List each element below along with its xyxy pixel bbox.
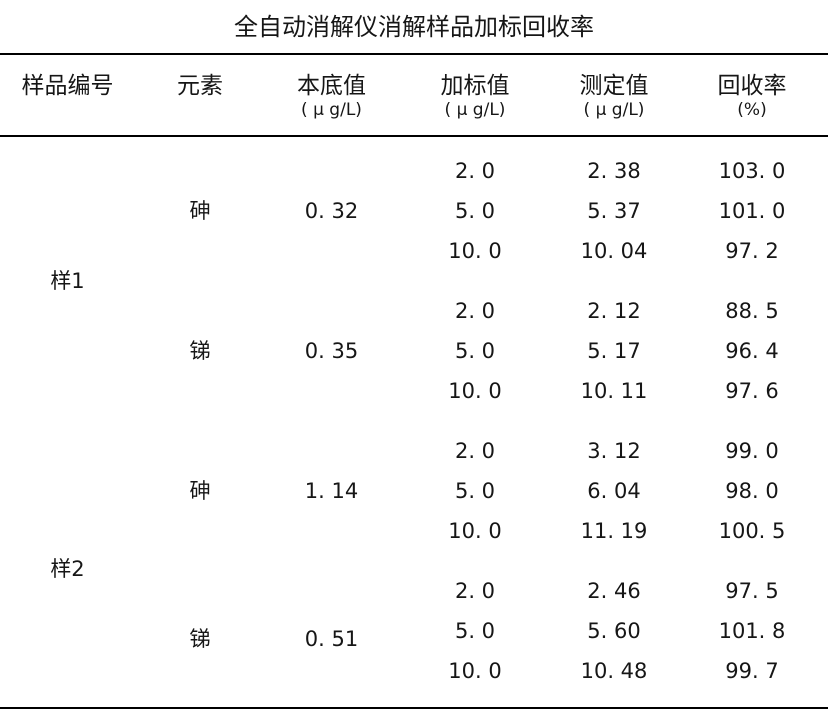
spiked-value-cell: 10. 0 [448, 659, 502, 683]
spiked-value-cell: 10. 0 [448, 379, 502, 403]
recovery-rate-cell: 101. 8 [718, 619, 786, 643]
sample-id-cell: 样2 [50, 557, 85, 581]
col-header-recovery-rate: 回收率 (%) [676, 54, 828, 137]
element-cell: 锑 [189, 339, 211, 363]
recovery-rate-cell: 97. 6 [725, 379, 779, 403]
spiked-value-cell: 5. 0 [454, 339, 496, 363]
recovery-table: 样品编号 元素 本底值 ( μ g/L) 加标值 ( μ g/L) 测定值 ( … [0, 53, 828, 709]
measured-value-cell: 2. 12 [587, 299, 641, 323]
recovery-rate-cell: 96. 4 [725, 339, 779, 363]
col-header-label: 加标值 [440, 73, 510, 99]
table-row: 样1 砷 0. 32 2. 0 2. 38 103. 0 [0, 136, 828, 293]
measured-value-cell: 5. 37 [587, 199, 641, 223]
table-row: 10. 0 10. 11 97. 6 [0, 371, 828, 411]
col-header-spiked-value: 加标值 ( μ g/L) [398, 54, 552, 137]
col-header-element: 元素 [135, 54, 265, 137]
table-body: 样1 砷 0. 32 2. 0 2. 38 103. 0 5. 0 5. 37 … [0, 136, 828, 708]
recovery-rate-cell: 100. 5 [718, 519, 786, 543]
spiked-value-cell: 2. 0 [454, 299, 496, 323]
col-header-measured-value: 测定值 ( μ g/L) [552, 54, 676, 137]
spiked-value-cell: 10. 0 [448, 519, 502, 543]
col-header-unit: ( μ g/L) [301, 100, 362, 120]
table-title: 全自动消解仪消解样品加标回收率 [234, 13, 594, 41]
table-row: 10. 0 10. 04 97. 2 [0, 231, 828, 271]
spiked-value-cell: 5. 0 [454, 619, 496, 643]
background-value-cell: 1. 14 [304, 479, 359, 503]
recovery-rate-cell: 103. 0 [718, 159, 786, 183]
table-row: 5. 0 5. 17 96. 4 [0, 331, 828, 371]
table-row: 5. 0 6. 04 98. 0 [0, 471, 828, 511]
col-header-unit: ( μ g/L) [583, 100, 645, 120]
col-header-label: 回收率 [717, 73, 787, 99]
col-header-sample-id: 样品编号 [0, 54, 135, 137]
recovery-rate-cell: 99. 7 [725, 659, 779, 683]
recovery-rate-cell: 97. 2 [725, 239, 779, 263]
measured-value-cell: 3. 12 [587, 439, 641, 463]
table-row: 锑 0. 35 2. 0 2. 12 88. 5 [0, 271, 828, 363]
table-row: 锑 0. 51 2. 0 2. 46 97. 5 [0, 551, 828, 651]
measured-value-cell: 2. 38 [587, 159, 641, 183]
recovery-rate-cell: 99. 0 [725, 439, 779, 463]
measured-value-cell: 10. 11 [580, 379, 648, 403]
element-cell: 砷 [189, 479, 211, 503]
recovery-rate-cell: 101. 0 [718, 199, 786, 223]
measured-value-cell: 5. 17 [587, 339, 641, 363]
measured-value-cell: 10. 04 [580, 239, 648, 263]
recovery-rate-cell: 98. 0 [725, 479, 779, 503]
spiked-value-cell: 2. 0 [454, 439, 496, 463]
spiked-value-cell: 10. 0 [448, 239, 502, 263]
background-value-cell: 0. 32 [304, 199, 359, 223]
col-header-label: 元素 [177, 73, 223, 99]
table-row: 5. 0 5. 60 101. 8 [0, 611, 828, 651]
table-row: 5. 0 5. 37 101. 0 [0, 191, 828, 231]
recovery-rate-cell: 97. 5 [725, 579, 779, 603]
col-header-background-value: 本底值 ( μ g/L) [265, 54, 398, 137]
background-value-cell: 0. 35 [304, 339, 359, 363]
measured-value-cell: 11. 19 [580, 519, 648, 543]
header-row: 样品编号 元素 本底值 ( μ g/L) 加标值 ( μ g/L) 测定值 ( … [0, 54, 828, 137]
sample-id-cell: 样1 [50, 269, 85, 293]
table-header: 样品编号 元素 本底值 ( μ g/L) 加标值 ( μ g/L) 测定值 ( … [0, 54, 828, 137]
measured-value-cell: 10. 48 [580, 659, 648, 683]
col-header-label: 本底值 [297, 73, 366, 99]
col-header-unit: (%) [737, 100, 767, 120]
table-row: 10. 0 10. 48 99. 7 [0, 651, 828, 708]
measured-value-cell: 6. 04 [587, 479, 641, 503]
table-row: 10. 0 11. 19 100. 5 [0, 511, 828, 551]
recovery-rate-cell: 88. 5 [725, 299, 779, 323]
table-row: 样2 砷 1. 14 2. 0 3. 12 99. 0 [0, 411, 828, 581]
background-value-cell: 0. 51 [304, 627, 359, 651]
spiked-value-cell: 5. 0 [454, 199, 496, 223]
measured-value-cell: 2. 46 [587, 579, 641, 603]
spiked-value-cell: 2. 0 [454, 579, 496, 603]
col-header-unit: ( μ g/L) [444, 100, 506, 120]
col-header-label: 样品编号 [21, 73, 114, 99]
element-cell: 锑 [189, 627, 211, 651]
col-header-label: 测定值 [579, 73, 649, 99]
measured-value-cell: 5. 60 [587, 619, 641, 643]
element-cell: 砷 [189, 199, 211, 223]
spiked-value-cell: 5. 0 [454, 479, 496, 503]
spiked-value-cell: 2. 0 [454, 159, 496, 183]
